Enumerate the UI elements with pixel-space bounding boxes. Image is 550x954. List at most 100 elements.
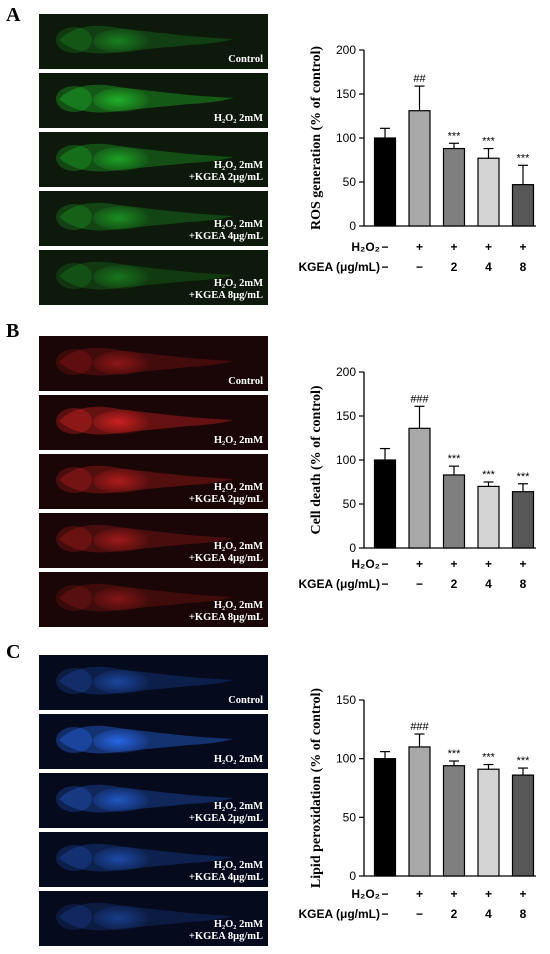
caption-line-2: +KGEA 4μg/mL bbox=[188, 872, 263, 883]
fish-image: H₂O₂ 2mM +KGEA 2μg/mL bbox=[39, 454, 268, 509]
y-tick-label: 150 bbox=[336, 409, 356, 423]
kgea-row-label: KGEA (μg/mL) bbox=[298, 907, 380, 921]
bar bbox=[477, 157, 500, 227]
fish-image-caption: H₂O₂ 2mM +KGEA 4μg/mL bbox=[189, 219, 263, 243]
bar bbox=[477, 485, 500, 549]
h2o2-value: + bbox=[519, 887, 527, 901]
h2o2-value: + bbox=[415, 887, 423, 901]
significance-label: ### bbox=[410, 393, 429, 405]
fish-image: H₂O₂ 2mM +KGEA 8μg/mL bbox=[39, 250, 268, 305]
fish-image-caption: H₂O₂ 2mM bbox=[214, 113, 263, 125]
y-tick-label: 100 bbox=[336, 453, 356, 467]
y-axis-label: ROS generation (% of control) bbox=[309, 46, 324, 230]
caption-line-2: +KGEA 8μg/mL bbox=[188, 612, 263, 623]
caption-line-1: Control bbox=[228, 376, 263, 387]
significance-label: ## bbox=[413, 73, 426, 85]
y-tick-label: 0 bbox=[349, 869, 356, 883]
treatment-table-b: H₂O₂ − + + + + KGEA (μg/mL) − −2 4 8 bbox=[298, 557, 550, 601]
significance-label: ### bbox=[410, 721, 429, 733]
fish-image-caption: H₂O₂ 2mM bbox=[214, 435, 263, 447]
caption-line-1: H₂O₂ 2mM bbox=[213, 600, 263, 611]
bar bbox=[442, 765, 466, 877]
panel-letter-a: A bbox=[6, 4, 21, 26]
fish-image-caption: Control bbox=[228, 695, 263, 707]
h2o2-value: + bbox=[519, 557, 527, 571]
bar bbox=[442, 147, 466, 227]
treatment-table-a: H₂O₂ − + + + + KGEA (μg/mL) − −2 4 8 bbox=[298, 240, 550, 284]
y-tick-label: 0 bbox=[349, 541, 356, 555]
caption-line-1: H₂O₂ 2mM bbox=[213, 482, 263, 493]
bar bbox=[511, 491, 535, 549]
y-tick-label: 200 bbox=[336, 43, 356, 57]
h2o2-value: + bbox=[450, 240, 458, 254]
kgea-value: 2 bbox=[450, 577, 458, 591]
kgea-row-label: KGEA (μg/mL) bbox=[298, 577, 380, 591]
bar-chart-svg: 0 50 100 150 200 ROS generation (% of control… bbox=[309, 43, 536, 233]
y-tick-label: 50 bbox=[343, 175, 357, 189]
caption-line-1: H₂O₂ 2mM bbox=[213, 801, 263, 812]
y-tick-label: 100 bbox=[336, 131, 356, 145]
fish-image: Control bbox=[39, 655, 268, 710]
caption-line-2: +KGEA 8μg/mL bbox=[188, 290, 263, 301]
caption-line-1: H₂O₂ 2mM bbox=[213, 160, 263, 171]
h2o2-value: + bbox=[415, 557, 423, 571]
significance-label: *** bbox=[517, 755, 531, 767]
fish-image-caption: H₂O₂ 2mM +KGEA 4μg/mL bbox=[189, 541, 263, 565]
y-tick-label: 50 bbox=[343, 810, 357, 824]
bar bbox=[373, 459, 397, 549]
h2o2-row-label: H₂O₂ bbox=[351, 557, 380, 571]
fish-image: H₂O₂ 2mM bbox=[39, 395, 268, 450]
treatment-table-c: H₂O₂ − + + + + KGEA (μg/mL) − −2 4 8 bbox=[298, 887, 550, 931]
h2o2-value: + bbox=[519, 240, 527, 254]
h2o2-value: − bbox=[381, 887, 389, 901]
caption-line-1: H₂O₂ 2mM bbox=[213, 754, 263, 765]
kgea-value: − bbox=[415, 260, 423, 274]
kgea-value: 2 bbox=[450, 907, 458, 921]
fish-image-caption: Control bbox=[228, 54, 263, 66]
h2o2-value: − bbox=[381, 557, 389, 571]
kgea-value: 8 bbox=[519, 577, 527, 591]
y-tick-label: 100 bbox=[336, 752, 356, 766]
y-tick-label: 0 bbox=[349, 219, 356, 233]
fish-image: H₂O₂ 2mM bbox=[39, 73, 268, 128]
bar bbox=[511, 774, 535, 877]
chart-cell-death: 0 50 100 150 200 Cell death (% of control) ###… bbox=[300, 352, 550, 602]
significance-label: *** bbox=[482, 469, 496, 481]
bar bbox=[477, 768, 500, 877]
fish-image-caption: Control bbox=[228, 376, 263, 388]
caption-line-1: H₂O₂ 2mM bbox=[213, 860, 263, 871]
fish-image: H₂O₂ 2mM +KGEA 4μg/mL bbox=[39, 832, 268, 887]
bar bbox=[511, 184, 535, 227]
caption-line-1: Control bbox=[228, 54, 263, 65]
caption-line-1: Control bbox=[228, 695, 263, 706]
fish-image-caption: H₂O₂ 2mM +KGEA 2μg/mL bbox=[189, 160, 263, 184]
caption-line-1: H₂O₂ 2mM bbox=[213, 435, 263, 446]
y-tick-label: 50 bbox=[343, 497, 357, 511]
kgea-value: 4 bbox=[485, 907, 492, 921]
panel-letter-c: C bbox=[6, 641, 21, 663]
fish-image-caption: H₂O₂ 2mM +KGEA 8μg/mL bbox=[189, 919, 263, 943]
h2o2-row-label: H₂O₂ bbox=[351, 240, 380, 254]
panel-letter-b: B bbox=[6, 320, 20, 342]
kgea-row-label: KGEA (μg/mL) bbox=[298, 260, 380, 274]
caption-line-1: H₂O₂ 2mM bbox=[213, 113, 263, 124]
caption-line-2: +KGEA 2μg/mL bbox=[188, 813, 263, 824]
fish-image: H₂O₂ 2mM +KGEA 8μg/mL bbox=[39, 891, 268, 946]
bar bbox=[373, 137, 397, 227]
caption-line-1: H₂O₂ 2mM bbox=[213, 219, 263, 230]
y-tick-label: 150 bbox=[336, 693, 356, 707]
significance-label: *** bbox=[482, 752, 496, 764]
chart-lipid-peroxidation: 0 50 100 150 Lipid peroxidation (% of contro… bbox=[300, 680, 550, 930]
kgea-value: − bbox=[381, 907, 389, 921]
kgea-value: 4 bbox=[485, 577, 492, 591]
significance-label: *** bbox=[517, 471, 531, 483]
fish-image: H₂O₂ 2mM +KGEA 2μg/mL bbox=[39, 773, 268, 828]
caption-line-2: +KGEA 8μg/mL bbox=[188, 931, 263, 942]
bar-chart-svg: 0 50 100 150 Lipid peroxidation (% of contro… bbox=[309, 688, 536, 888]
caption-line-1: H₂O₂ 2mM bbox=[213, 278, 263, 289]
fish-image: H₂O₂ 2mM +KGEA 2μg/mL bbox=[39, 132, 268, 187]
kgea-value: − bbox=[415, 907, 423, 921]
fish-image-caption: H₂O₂ 2mM bbox=[214, 754, 263, 766]
fish-image-caption: H₂O₂ 2mM +KGEA 4μg/mL bbox=[189, 860, 263, 884]
y-tick-label: 200 bbox=[336, 365, 356, 379]
